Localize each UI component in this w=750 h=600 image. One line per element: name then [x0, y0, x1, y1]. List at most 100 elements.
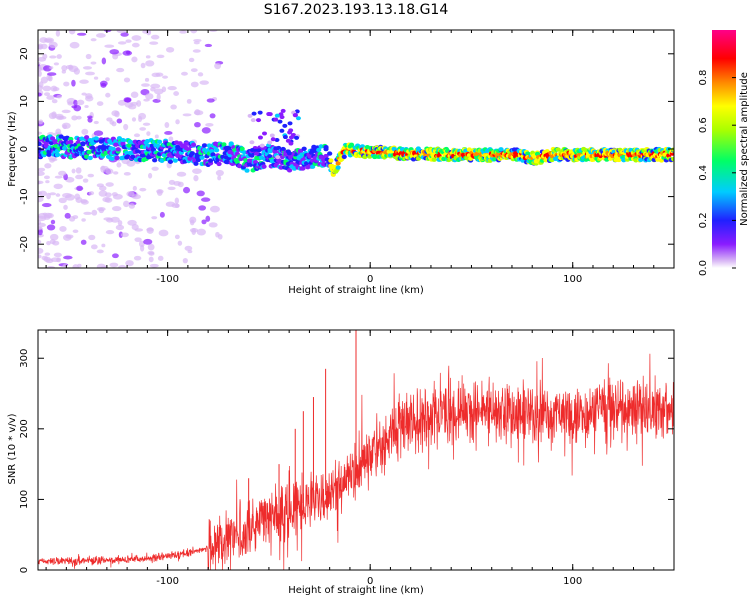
spectrogram-noise-cell	[111, 253, 119, 259]
spectrogram-ridge-cell	[633, 158, 639, 163]
spectrogram-plume-cell	[279, 115, 285, 120]
spectrogram-noise-cell	[209, 205, 220, 213]
spectrogram-noise-cell	[76, 99, 85, 106]
spectrogram-noise-cell	[88, 234, 96, 241]
colorbar: 0.0 0.2 0.4 0.6 0.8 Normalized spectral ampl…	[698, 30, 750, 276]
spectrogram-noise-cell	[56, 257, 62, 263]
spectrogram-noise-cell	[52, 240, 60, 246]
spectrogram-noise-cell	[38, 70, 42, 77]
spectrogram-noise-cell	[208, 222, 218, 228]
spectrogram-ridge-cell	[184, 141, 191, 146]
spectrogram-noise-cell	[168, 179, 176, 186]
spectrogram-noise-cell	[193, 41, 200, 45]
spectrogram-noise-cell	[170, 104, 177, 110]
spectrogram-noise-cell	[145, 55, 151, 59]
spectrogram-ridge-cell	[68, 136, 74, 142]
spectrogram-ridge-cell	[327, 151, 333, 156]
spectrogram-noise-cell	[167, 186, 176, 191]
spectrogram-noise-cell	[177, 181, 184, 188]
spectrogram-ytick-label: 20	[19, 47, 30, 60]
spectrogram-noise-cell	[67, 101, 74, 106]
spectrogram-ridge-cell	[301, 146, 307, 152]
spectrogram-noise-cell	[55, 193, 61, 197]
spectrogram-noise-cell	[38, 239, 42, 244]
spectrogram-plume-cell	[282, 135, 288, 140]
snr-ytick-label: 300	[19, 349, 30, 368]
spectrogram-noise-cell	[176, 171, 187, 177]
spectrogram-ridge-cell	[214, 147, 220, 153]
spectrogram-noise-cell	[181, 71, 188, 76]
spectrogram-noise-cell	[117, 220, 123, 226]
spectrogram-ridge-cell	[201, 143, 208, 148]
spectrogram-noise-cell	[116, 30, 127, 34]
spectrogram-noise-cell	[134, 237, 142, 243]
spectrogram-noise-cell	[65, 234, 74, 239]
spectrogram-noise-cell	[139, 187, 147, 192]
spectrogram-noise-cell	[117, 264, 127, 268]
colorbar-axes: 0.0 0.2 0.4 0.6 0.8	[698, 70, 736, 276]
spectrogram-ridge-cell	[278, 165, 284, 170]
spectrogram-noise-cell	[72, 229, 79, 234]
spectrogram-noise-cell	[148, 256, 154, 263]
spectrogram-noise-cell	[149, 41, 159, 45]
spectrogram-noise-cell	[90, 61, 97, 65]
spectrogram-noise-cell	[111, 206, 122, 212]
spectrogram-plume-cell	[285, 138, 291, 143]
spectrogram-noise-cell	[98, 207, 105, 214]
spectrogram-noise-cell	[200, 197, 211, 202]
spectrogram-noise-cell	[156, 93, 161, 101]
spectrogram-noise-cell	[100, 82, 107, 88]
spectrogram-noise-cell	[151, 216, 158, 220]
spectrogram-plume-cell	[257, 135, 263, 140]
spectrogram-noise-cell	[48, 41, 58, 49]
spectrogram-plume-cell	[259, 143, 265, 148]
spectrogram-noise-cell	[46, 95, 55, 100]
spectrogram-noise-cell	[110, 216, 120, 223]
spectrogram-noise-cell	[190, 30, 198, 34]
spectrogram-plume-cell	[280, 108, 286, 113]
spectrogram-ridge-cell	[167, 159, 174, 164]
spectrogram-noise-cell	[154, 134, 159, 139]
spectrogram-noise-cell	[76, 115, 82, 120]
spectrogram-ridge-cell	[74, 152, 80, 157]
spectrogram-noise-cell	[87, 173, 95, 178]
spectrogram-noise-cell	[151, 166, 159, 171]
spectrogram-plume-cell	[286, 151, 292, 156]
spectrogram-noise-cell	[131, 42, 140, 48]
spectrogram-noise-cell	[87, 115, 93, 119]
spectrogram-noise-cell	[182, 257, 188, 264]
spectrogram-ridge-cell	[210, 152, 216, 157]
spectrogram-noise-cell	[194, 109, 201, 116]
spectrogram-noise-cell	[44, 252, 51, 256]
spectrogram-noise-cell	[38, 190, 48, 197]
spectrogram-ridge-cell	[670, 156, 674, 162]
spectrogram-noise-cell	[49, 192, 57, 196]
spectrogram-noise-cell	[53, 183, 63, 190]
spectrogram-noise-cell	[158, 229, 169, 237]
spectrogram-plume-cell	[250, 118, 256, 123]
spectrogram-noise-cell	[167, 85, 177, 91]
spectrogram-noise-cell	[44, 163, 52, 169]
spectrogram-noise-cell	[46, 240, 51, 246]
spectrogram-noise-cell	[103, 217, 113, 221]
spectrogram-ridge-cell	[195, 157, 202, 163]
spectrogram-ridge-cell	[328, 158, 334, 163]
spectrogram-noise-cell	[173, 91, 180, 96]
spectrogram-noise-cell	[117, 41, 127, 45]
spectrogram-noise-cell	[43, 175, 50, 180]
spectrogram-noise-cell	[174, 234, 180, 240]
spectrogram-noise-cell	[156, 189, 164, 194]
spectrogram-noise-cell	[209, 113, 216, 119]
spectrogram-noise-cell	[91, 209, 98, 216]
spectrogram-plume-cell	[273, 146, 279, 151]
spectrogram-ridge-cell	[109, 156, 115, 161]
spectrogram-noise-cell	[105, 92, 111, 98]
spectrogram-noise-cell	[130, 91, 139, 98]
spectrogram-noise-cell	[136, 100, 142, 107]
spectrogram-noise-cell	[38, 247, 44, 254]
spectrogram-noise-cell	[175, 119, 180, 125]
spectrogram-plume-cell	[295, 116, 301, 121]
spectrogram-noise-cell	[75, 167, 82, 174]
spectrogram-ridge-cell	[466, 147, 473, 152]
